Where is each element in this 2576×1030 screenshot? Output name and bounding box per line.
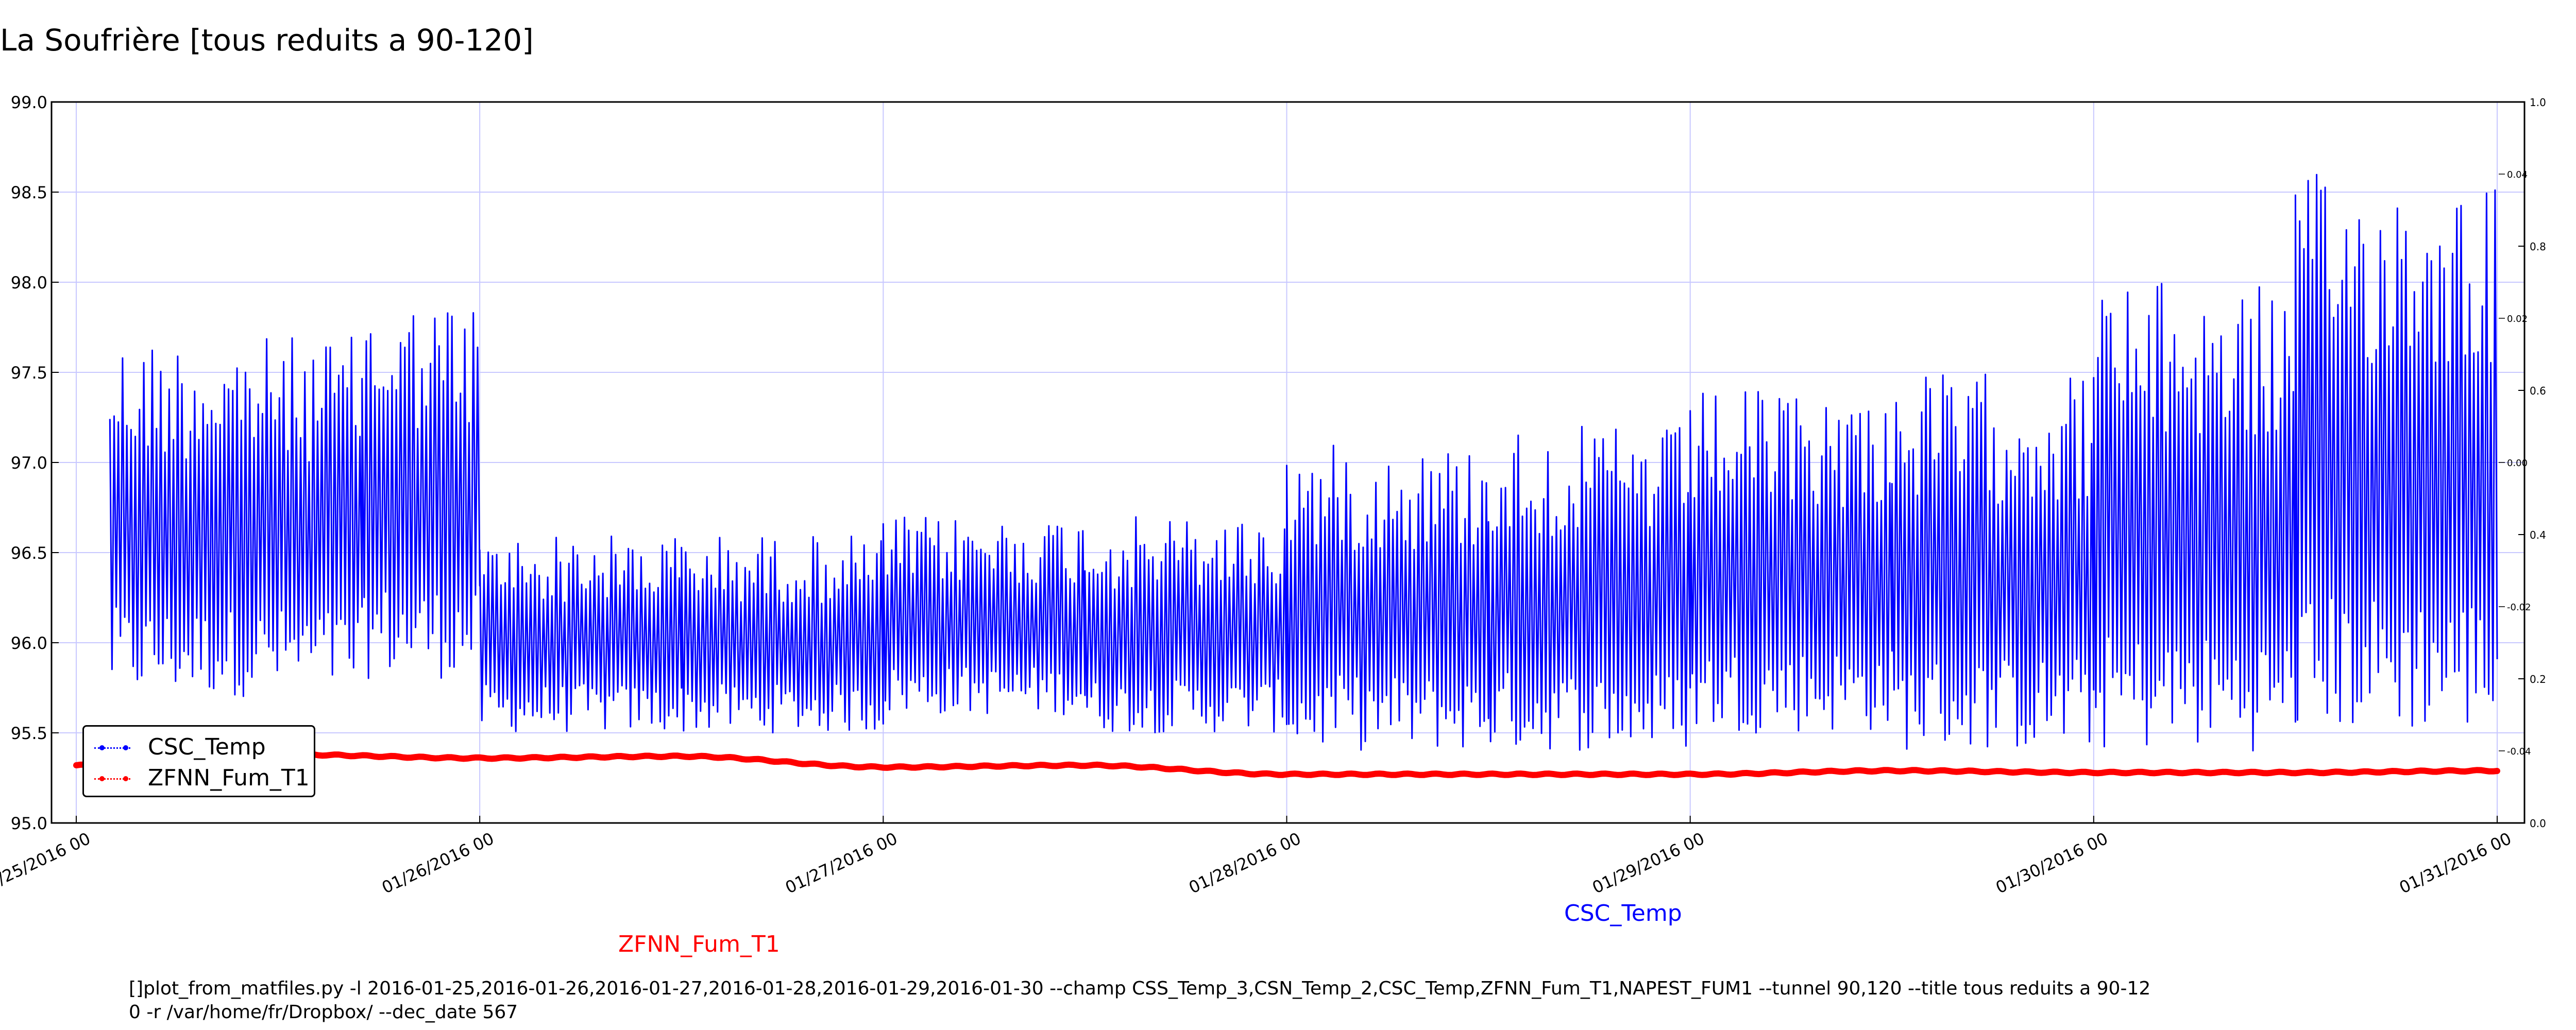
command-line: []plot_from_matfiles.py -l 2016-01-25,20… <box>129 977 2344 1024</box>
axes <box>50 101 2526 824</box>
y-right-tick-label: 0.4 <box>2530 529 2546 541</box>
y-inner-tick-label: -0.02 <box>2507 602 2531 613</box>
y-tick-label: 95.0 <box>11 814 47 833</box>
x-tick-label: 01/30/2016 00 <box>1993 829 2111 898</box>
legend-item-csc-temp: CSC_Temp <box>94 733 311 764</box>
series-zfnn-fum-t1-line <box>73 750 2500 778</box>
chart-title: La Soufrière [tous reduits a 90-120] <box>0 23 534 58</box>
x-tick-label: 01/27/2016 00 <box>782 829 900 898</box>
x-tick-label: 01/25/2016 00 <box>0 829 93 898</box>
x-tick-label: 01/29/2016 00 <box>1589 829 1707 898</box>
y-tick-label: 95.5 <box>11 724 47 743</box>
legend-swatch-zfnn-fum-t1 <box>94 778 130 780</box>
y-tick-label: 98.0 <box>11 273 47 293</box>
x-tick-label: 01/31/2016 00 <box>2396 829 2514 898</box>
y-right-tick-label: 0.0 <box>2530 817 2546 830</box>
legend-label-csc-temp: CSC_Temp <box>148 734 266 760</box>
y-inner-tick-label: 0.04 <box>2507 169 2528 180</box>
y-inner-tick-label: -0.04 <box>2507 746 2531 757</box>
legend-swatch-csc-temp <box>94 747 130 749</box>
y-tick-label: 99.0 <box>11 93 47 112</box>
series-layer <box>73 174 2500 778</box>
y-inner-tick-label: 0.02 <box>2507 314 2528 324</box>
legend: CSC_Temp ZFNN_Fum_T1 <box>82 725 315 797</box>
command-line-2: 0 -r /var/home/fr/Dropbox/ --dec_date 56… <box>129 1002 518 1023</box>
y-tick-label: 97.0 <box>11 453 47 473</box>
y-tick-label: 98.5 <box>11 183 47 202</box>
plot-frame <box>50 101 2526 824</box>
command-line-1: []plot_from_matfiles.py -l 2016-01-25,20… <box>129 978 2151 999</box>
x-tick-label: 01/28/2016 00 <box>1186 829 1304 898</box>
legend-label-zfnn-fum-t1: ZFNN_Fum_T1 <box>148 765 310 791</box>
x-tick-label: 01/26/2016 00 <box>379 829 497 898</box>
y-right-tick-label: 0.6 <box>2530 385 2546 397</box>
y-tick-label: 96.5 <box>11 543 47 563</box>
y-right-tick-label: 0.2 <box>2530 673 2546 685</box>
series-label-csc-temp: CSC_Temp <box>1564 900 1682 926</box>
y-inner-tick-label: 0.00 <box>2507 458 2528 469</box>
legend-item-zfnn-fum-t1: ZFNN_Fum_T1 <box>94 764 311 795</box>
y-tick-label: 97.5 <box>11 363 47 383</box>
y-right-tick-label: 1.0 <box>2530 96 2546 109</box>
series-csc-temp-line <box>109 174 2498 752</box>
y-tick-label: 96.0 <box>11 633 47 653</box>
series-label-zfnn-fum-t1: ZFNN_Fum_T1 <box>618 931 780 957</box>
y-right-tick-label: 0.8 <box>2530 241 2546 253</box>
